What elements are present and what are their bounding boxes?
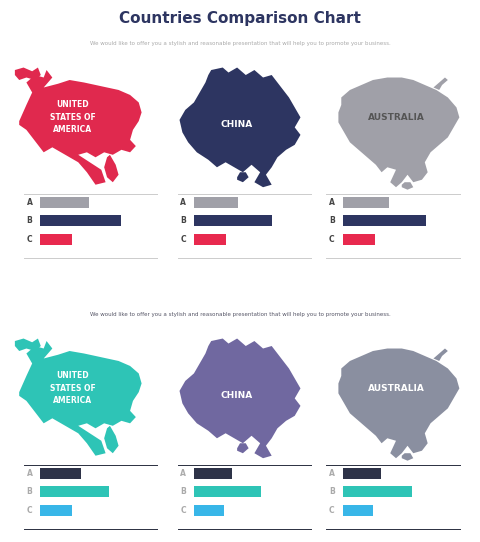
Text: We would like to offer you a stylish and reasonable presentation that will help : We would like to offer you a stylish and…	[90, 312, 390, 317]
Polygon shape	[180, 339, 300, 458]
Text: C: C	[329, 235, 335, 244]
FancyBboxPatch shape	[40, 215, 121, 227]
Text: Countries Comparison Chart: Countries Comparison Chart	[119, 282, 361, 298]
Text: C: C	[27, 235, 32, 244]
FancyBboxPatch shape	[343, 468, 381, 479]
FancyBboxPatch shape	[194, 468, 232, 479]
Polygon shape	[15, 339, 41, 351]
Polygon shape	[19, 341, 142, 456]
Text: B: B	[180, 216, 186, 225]
Polygon shape	[338, 349, 459, 458]
Text: UNITED
STATES OF
AMERICA: UNITED STATES OF AMERICA	[49, 100, 96, 134]
Polygon shape	[19, 70, 142, 185]
Polygon shape	[104, 426, 119, 453]
Text: AUSTRALIA: AUSTRALIA	[368, 113, 424, 122]
Text: We would like to offer you a stylish and reasonable presentation that will help : We would like to offer you a stylish and…	[90, 41, 390, 46]
Text: A: A	[329, 469, 335, 478]
Text: B: B	[180, 487, 186, 496]
Polygon shape	[180, 68, 300, 187]
Text: B: B	[27, 216, 33, 225]
FancyBboxPatch shape	[194, 215, 272, 227]
FancyBboxPatch shape	[194, 487, 261, 498]
Polygon shape	[338, 78, 459, 187]
Text: B: B	[329, 216, 335, 225]
FancyBboxPatch shape	[40, 487, 109, 498]
Text: C: C	[180, 235, 186, 244]
Polygon shape	[433, 78, 448, 90]
FancyBboxPatch shape	[194, 505, 224, 516]
Text: C: C	[329, 506, 335, 515]
Text: A: A	[329, 198, 335, 207]
Polygon shape	[237, 443, 249, 453]
Polygon shape	[15, 68, 41, 80]
FancyBboxPatch shape	[343, 197, 389, 208]
FancyBboxPatch shape	[40, 505, 72, 516]
FancyBboxPatch shape	[343, 234, 375, 245]
Text: B: B	[27, 487, 33, 496]
Polygon shape	[402, 182, 413, 190]
Text: A: A	[180, 469, 186, 478]
FancyBboxPatch shape	[40, 468, 81, 479]
Text: A: A	[27, 469, 33, 478]
Text: B: B	[329, 487, 335, 496]
FancyBboxPatch shape	[343, 487, 412, 498]
FancyBboxPatch shape	[40, 234, 72, 245]
Text: CHINA: CHINA	[221, 391, 253, 401]
FancyBboxPatch shape	[194, 197, 238, 208]
Text: AUSTRALIA: AUSTRALIA	[368, 384, 424, 393]
FancyBboxPatch shape	[194, 234, 226, 245]
Text: C: C	[27, 506, 32, 515]
FancyBboxPatch shape	[343, 215, 426, 227]
Polygon shape	[402, 453, 413, 461]
FancyBboxPatch shape	[40, 197, 89, 208]
Polygon shape	[104, 155, 119, 182]
Text: CHINA: CHINA	[221, 120, 253, 130]
Text: C: C	[180, 506, 186, 515]
Text: A: A	[27, 198, 33, 207]
FancyBboxPatch shape	[343, 505, 372, 516]
Polygon shape	[433, 349, 448, 361]
Text: A: A	[180, 198, 186, 207]
Polygon shape	[237, 172, 249, 182]
Text: UNITED
STATES OF
AMERICA: UNITED STATES OF AMERICA	[49, 371, 96, 405]
Text: Countries Comparison Chart: Countries Comparison Chart	[119, 11, 361, 27]
